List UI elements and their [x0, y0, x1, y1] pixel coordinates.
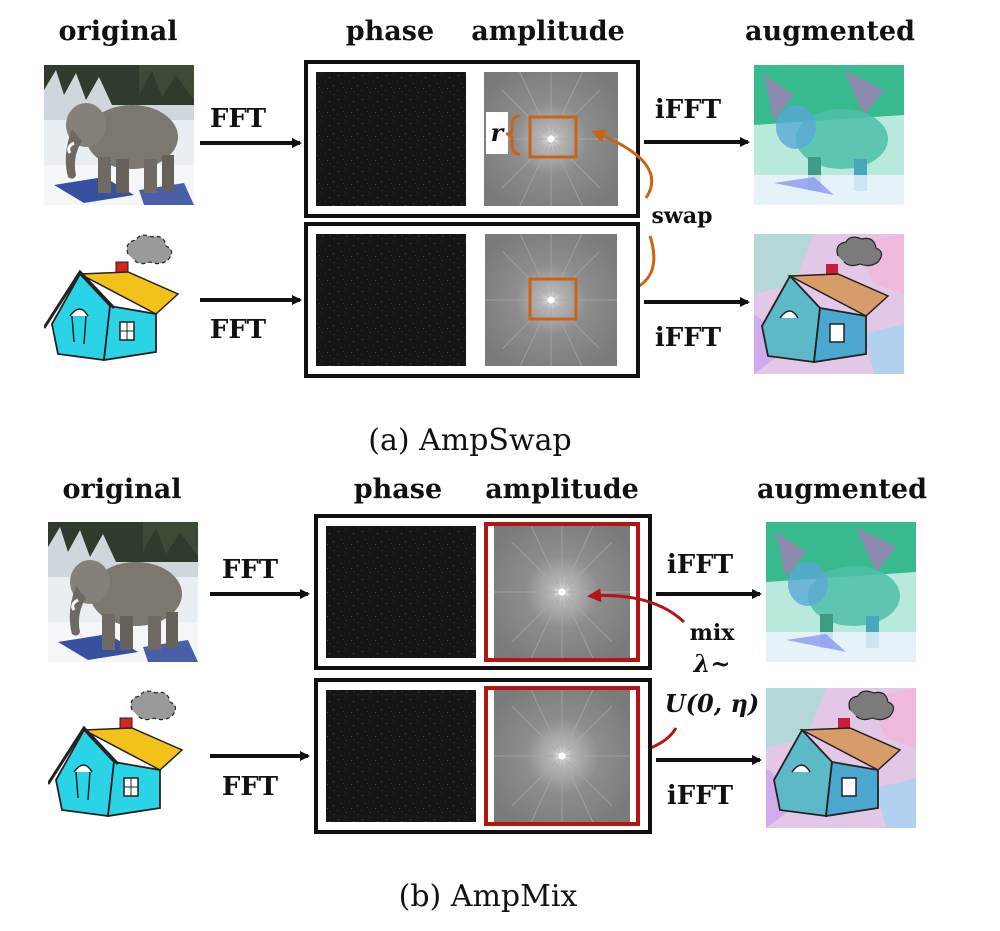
r-label: r [491, 118, 506, 147]
swap-label: swap [652, 203, 713, 229]
swap-arrow-top [591, 129, 654, 199]
fft-label-a-bottom: FFT [210, 315, 267, 345]
augmented-elephant-image-a [754, 65, 904, 205]
header-augmented-b: augmented [757, 474, 927, 505]
augmented-house-image-a [754, 234, 904, 374]
amplitude-image-b-bottom [493, 688, 631, 824]
caption-b: (b) AmpMix [399, 879, 578, 914]
header-original-b: original [62, 474, 181, 505]
phase-image-a-bottom [316, 234, 466, 366]
ifft-label-b-bottom: iFFT [667, 781, 734, 811]
original-elephant-image-b [48, 522, 198, 662]
fft-label-b-bottom: FFT [222, 772, 279, 802]
fft-label-b-top: FFT [222, 555, 279, 585]
amplitude-highlight-b-top [484, 522, 640, 662]
header-phase-b: phase [354, 474, 442, 505]
amplitude-highlight-b-bottom [484, 686, 640, 826]
phase-image-b-top [326, 526, 476, 658]
augmented-elephant-image-b [766, 522, 916, 662]
r-label-box [486, 112, 508, 154]
caption-a: (a) AmpSwap [368, 423, 571, 458]
mix-arrow-top [587, 588, 686, 624]
header-amplitude-a: amplitude [471, 16, 625, 47]
amplitude-image-a-bottom [484, 234, 618, 366]
phase-image-b-bottom [326, 690, 476, 822]
header-amplitude-b: amplitude [485, 474, 639, 505]
low-freq-box-a-bottom [528, 277, 578, 321]
fft-label-a-top: FFT [210, 104, 267, 134]
ifft-label-b-top: iFFT [667, 550, 734, 580]
original-house-image [44, 232, 194, 372]
distribution-label: U(0, η) [665, 689, 760, 718]
panel-a: original phase amplitude augmented FFT r… [44, 16, 915, 458]
original-house-image-b [48, 688, 198, 828]
low-freq-box-a-top [528, 115, 578, 159]
header-phase-a: phase [346, 16, 434, 47]
r-brace [505, 114, 521, 156]
panel-b: original phase amplitude augmented FFT i… [48, 474, 927, 914]
ifft-label-a-top: iFFT [655, 95, 722, 125]
phase-image-a-top [316, 72, 466, 206]
ifft-label-a-bottom: iFFT [655, 323, 722, 353]
amplitude-image-b-top [493, 524, 631, 660]
mix-label: mix [690, 620, 736, 646]
header-augmented-a: augmented [745, 16, 915, 47]
original-elephant-image [44, 65, 194, 205]
augmented-house-image-b [766, 688, 916, 828]
header-original-a: original [58, 16, 177, 47]
lambda-label: λ~ [693, 649, 731, 678]
